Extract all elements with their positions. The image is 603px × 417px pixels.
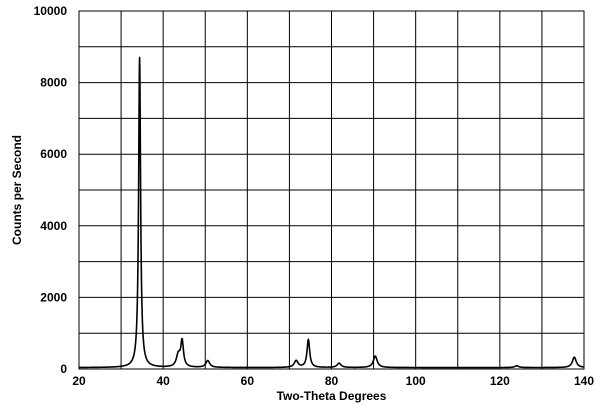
- y-tick-label: 10000: [34, 4, 68, 18]
- plot-frame: [78, 10, 585, 370]
- tick-labels: 20 40 60 80 100 120 140 0 2000 4000 6000 8000 10000: [34, 4, 595, 388]
- y-axis-title: Counts per Second: [10, 135, 24, 245]
- series-line: [78, 56, 585, 369]
- y-tick-label: 2000: [40, 290, 67, 304]
- x-axis-title: Two-Theta Degrees: [277, 389, 387, 403]
- x-tick-label: 20: [72, 374, 86, 388]
- y-tick-label: 0: [60, 362, 67, 376]
- grid: [78, 10, 585, 370]
- x-tick-label: 60: [241, 374, 255, 388]
- x-tick-label: 40: [156, 374, 170, 388]
- x-tick-label: 80: [325, 374, 339, 388]
- x-tick-label: 100: [406, 374, 426, 388]
- y-tick-label: 6000: [40, 147, 67, 161]
- y-tick-label: 4000: [40, 219, 67, 233]
- x-tick-label: 120: [490, 374, 510, 388]
- x-tick-label: 140: [574, 374, 594, 388]
- y-tick-label: 8000: [40, 76, 67, 90]
